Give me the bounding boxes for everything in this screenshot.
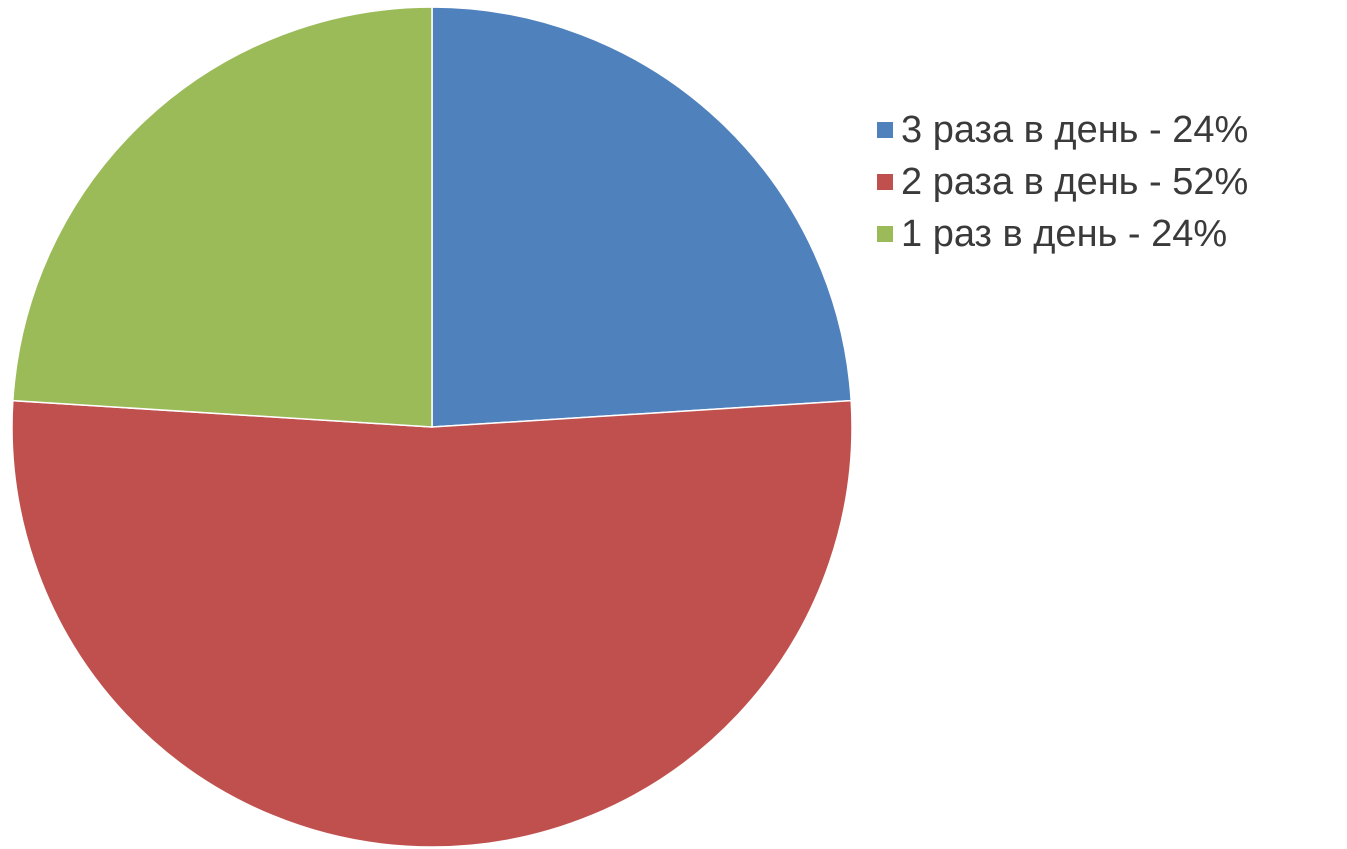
legend-item-1-time: 1 раз в день - 24% [876, 208, 1248, 260]
pie-slice-2-times [11, 399, 853, 848]
chart-legend: 3 раза в день - 24% 2 раза в день - 52% … [876, 104, 1248, 260]
legend-label-1-time: 1 раз в день - 24% [901, 212, 1228, 255]
legend-item-3-times: 3 раза в день - 24% [876, 104, 1248, 156]
pie-slice-3-times [431, 6, 852, 428]
legend-label-3-times: 3 раза в день - 24% [901, 108, 1249, 151]
pie-slices [11, 6, 853, 848]
legend-swatch-2-times [876, 173, 894, 191]
pie-slice-1-time [12, 6, 433, 428]
legend-swatch-1-time [876, 225, 894, 243]
legend-item-2-times: 2 раза в день - 52% [876, 156, 1248, 208]
legend-swatch-3-times [876, 121, 894, 139]
legend-label-2-times: 2 раза в день - 52% [901, 160, 1249, 203]
